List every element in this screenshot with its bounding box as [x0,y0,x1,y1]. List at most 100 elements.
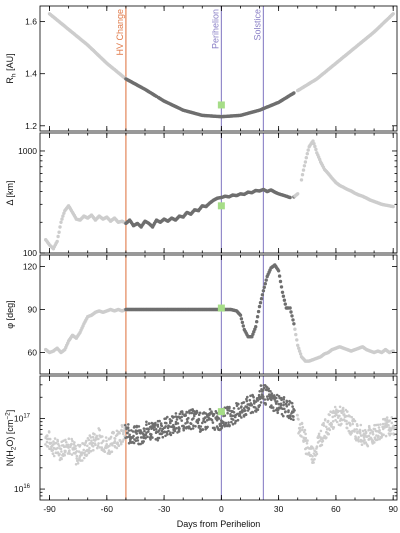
data-point [50,441,53,445]
data-point [169,431,172,435]
data-point [126,426,130,429]
data-point [259,401,263,404]
data-point [334,418,337,422]
data-point [146,435,149,439]
data-point [56,451,60,454]
data-point [153,425,156,429]
data-point [108,444,111,448]
data-point [62,211,66,215]
data-point [320,443,324,447]
data-point [125,435,129,439]
y-axis-label-rh: Rh [AU] [5,53,18,83]
data-point [280,412,284,416]
data-point [171,431,175,435]
data-point [311,455,314,458]
data-point [289,414,292,417]
data-point [251,393,254,397]
data-point [328,413,331,417]
data-point [192,417,195,420]
data-point [364,441,368,444]
data-point [250,404,253,407]
data-point [132,441,136,445]
data-point [356,438,360,441]
data-point [374,423,378,427]
data-point [86,444,89,448]
data-point [363,438,366,442]
data-point [284,410,287,413]
data-point [313,144,317,149]
data-point [236,412,239,416]
x-tick-label: 30 [274,504,284,514]
data-point [160,432,164,435]
data-point [118,439,122,442]
data-point [51,452,55,456]
data-point [292,418,295,422]
data-point [266,397,269,401]
data-point [264,278,268,282]
data-point [295,413,299,417]
data-point [351,422,355,426]
y-tick-label: 1017 [14,413,31,423]
data-point [91,445,95,448]
data-point [82,448,85,452]
data-point [63,451,67,454]
data-point [122,438,125,441]
data-point [241,401,245,405]
y-tick-label: 120 [23,261,37,271]
data-point [327,432,331,436]
data-point [255,320,259,324]
data-point [199,425,203,428]
data-point [135,432,138,435]
data-point [150,433,153,436]
data-point [239,317,244,321]
data-point [83,451,86,455]
data-point [338,405,342,409]
data-point [232,411,236,414]
data-point [211,421,215,424]
data-point [387,424,390,427]
data-point [282,298,287,302]
data-point [120,428,123,432]
data-point [121,425,124,428]
data-point [301,425,305,429]
data-point [55,239,59,244]
data-point [376,435,380,439]
data-point [161,435,165,439]
data-point [274,402,278,405]
data-point [44,443,47,446]
x-tick-label: -30 [158,504,171,514]
data-point [45,440,49,444]
data-point [222,420,225,424]
data-point [332,426,336,429]
data-point [212,412,216,416]
y-tick-label: 1.4 [25,69,37,79]
data-point [96,446,99,450]
data-point [112,432,115,435]
data-point [252,395,255,399]
data-point [391,204,395,209]
data-point [338,414,341,418]
data-point [237,407,240,410]
data-point [256,408,260,412]
data-point [298,429,302,432]
data-point [256,399,260,402]
data-point [224,421,228,425]
data-point [304,436,308,440]
data-point [240,416,243,419]
data-point [288,306,292,310]
data-point [303,428,307,432]
data-point [356,431,359,435]
data-point [326,419,330,423]
data-point [103,450,107,454]
data-point [290,314,294,318]
data-point [228,409,231,412]
data-point [390,416,394,419]
data-point [126,431,129,435]
data-point [101,435,104,438]
data-point [319,429,323,433]
data-point [127,441,131,445]
data-point [122,429,126,433]
data-point [151,436,154,439]
data-point [98,428,101,432]
